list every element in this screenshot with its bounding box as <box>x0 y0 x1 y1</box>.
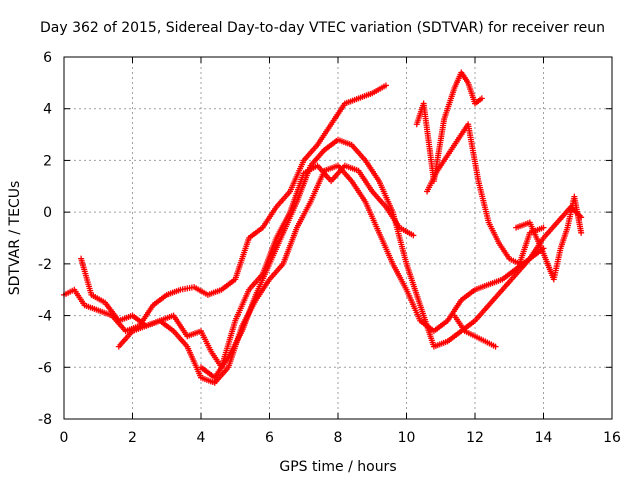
x-tick-label: 4 <box>197 430 206 446</box>
data-point <box>478 95 485 102</box>
y-tick-label: 4 <box>43 102 52 118</box>
x-tick-label: 16 <box>603 430 621 446</box>
data-point <box>410 232 417 239</box>
y-tick-label: 2 <box>43 153 52 169</box>
x-tick-label: 8 <box>334 430 343 446</box>
x-tick-label: 12 <box>466 430 484 446</box>
y-tick-label: -2 <box>38 257 52 273</box>
data-point <box>492 343 499 350</box>
chart-title: Day 362 of 2015, Sidereal Day-to-day VTE… <box>40 20 605 36</box>
y-tick-label: 0 <box>43 205 52 221</box>
x-tick-label: 2 <box>128 430 137 446</box>
data-points <box>61 69 585 386</box>
x-tick-label: 10 <box>398 430 416 446</box>
x-tick-label: 0 <box>60 430 69 446</box>
y-tick-label: -6 <box>38 360 52 376</box>
data-point <box>540 224 547 231</box>
data-point <box>578 229 585 236</box>
x-tick-label: 6 <box>265 430 274 446</box>
y-tick-label: -4 <box>38 309 52 325</box>
y-tick-label: -8 <box>38 412 52 428</box>
axis-ticks: 0 2 4 6 8 10 12 14 16 -8 -6 -4 -2 0 2 4 6 <box>38 50 621 446</box>
x-tick-label: 14 <box>535 430 553 446</box>
y-axis-label: SDTVAR / TECUs <box>7 181 23 296</box>
data-point <box>382 82 389 89</box>
y-tick-label: 6 <box>43 50 52 66</box>
x-axis-label: GPS time / hours <box>279 459 396 475</box>
